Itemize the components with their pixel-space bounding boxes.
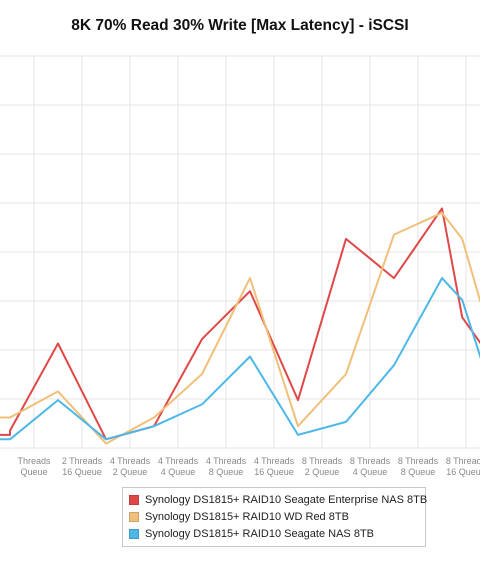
x-axis-tick-labels: Threads Queue 2 Threads 16 Queue 4 Threads 2 … (17, 456, 480, 477)
chart-title: 8K 70% Read 30% Write [Max Latency] - iS… (71, 17, 409, 34)
legend-item: Synology DS1815+ RAID10 WD Red 8TB (129, 508, 419, 525)
x-tick-label: 4 Threads 16 Queue (254, 456, 295, 477)
x-tick-label: 8 Threads 4 Queue (350, 456, 391, 477)
series-line-2 (0, 211, 480, 445)
x-tick-label: Threads Queue (17, 456, 51, 477)
x-tick-label: 4 Threads 8 Queue (206, 456, 247, 477)
series-line-3 (0, 277, 480, 441)
legend-label: Synology DS1815+ RAID10 WD Red 8TB (145, 510, 349, 523)
legend-item: Synology DS1815+ RAID10 Seagate NAS 8TB (129, 525, 419, 542)
x-tick-label: 8 Threads 2 Queue (302, 456, 343, 477)
x-tick-label: 4 Threads 2 Queue (110, 456, 151, 477)
grid (0, 55, 480, 449)
legend-swatch (129, 494, 139, 505)
x-tick-label: 8 Threads 8 Queue (398, 456, 439, 477)
x-tick-label: 2 Threads 16 Queue (62, 456, 103, 477)
legend-item: Synology DS1815+ RAID10 Seagate Enterpri… (129, 491, 427, 508)
legend-swatch (129, 528, 139, 539)
series-lines (0, 207, 480, 445)
series-line-1 (0, 207, 480, 441)
x-tick-label: 4 Threads 4 Queue (158, 456, 199, 477)
legend-label: Synology DS1815+ RAID10 Seagate Enterpri… (145, 493, 428, 506)
legend-swatch (129, 511, 139, 522)
legend-label: Synology DS1815+ RAID10 Seagate NAS 8TB (145, 527, 374, 540)
legend: Synology DS1815+ RAID10 Seagate Enterpri… (122, 487, 427, 547)
